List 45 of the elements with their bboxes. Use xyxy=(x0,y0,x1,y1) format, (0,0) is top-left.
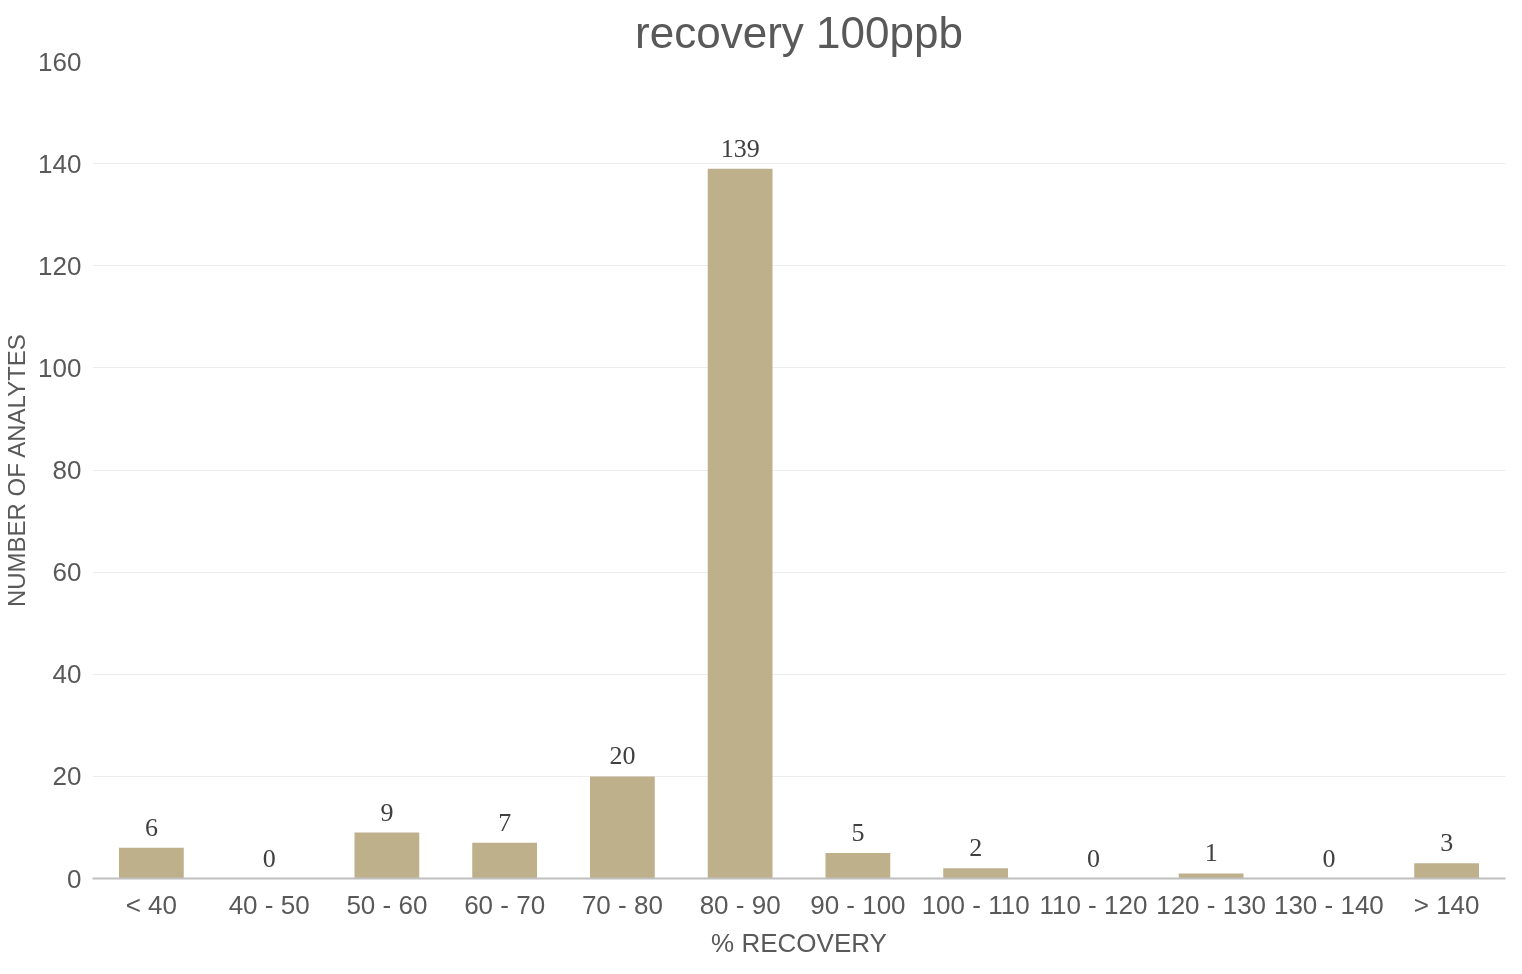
y-tick-label: 80 xyxy=(52,455,82,485)
x-axis-title: % RECOVERY xyxy=(711,927,887,958)
y-tick-label: 120 xyxy=(38,250,82,281)
y-tick-label: 160 xyxy=(38,46,82,77)
bar xyxy=(1414,863,1480,879)
bar xyxy=(825,852,891,879)
bar xyxy=(707,168,773,879)
x-tick-label: 110 - 120 xyxy=(1039,889,1148,920)
y-tick-label: 40 xyxy=(52,659,82,690)
data-label: 139 xyxy=(720,133,760,163)
x-tick-label: 120 - 130 xyxy=(1156,889,1267,920)
y-tick-label: 20 xyxy=(52,761,82,792)
bar xyxy=(118,847,184,879)
data-label: 9 xyxy=(380,797,394,827)
bar xyxy=(1178,873,1244,879)
x-tick-label: > 140 xyxy=(1413,889,1480,920)
x-tick-label: 60 - 70 xyxy=(464,889,546,920)
x-tick-label: 130 - 140 xyxy=(1273,889,1384,920)
x-tick-label: 50 - 60 xyxy=(346,889,428,920)
y-axis-title: NUMBER OF ANALYTES xyxy=(3,334,31,608)
data-label: 6 xyxy=(144,812,158,842)
x-tick-label: 80 - 90 xyxy=(699,889,781,920)
bar xyxy=(354,832,420,879)
data-label: 2 xyxy=(969,833,983,863)
y-tick-label: 100 xyxy=(38,352,82,383)
x-tick-label: 70 - 80 xyxy=(581,889,663,920)
data-label: 0 xyxy=(1322,843,1336,873)
x-tick-label: 90 - 100 xyxy=(810,889,906,920)
data-label: 20 xyxy=(609,741,636,771)
bar xyxy=(472,842,538,879)
data-label: 5 xyxy=(851,817,865,847)
chart-title: recovery 100ppb xyxy=(635,7,963,57)
data-label: 0 xyxy=(262,843,276,873)
data-label: 7 xyxy=(498,807,512,837)
data-label: 3 xyxy=(1440,828,1454,858)
x-tick-label: < 40 xyxy=(125,889,178,920)
y-tick-label: 0 xyxy=(67,863,82,894)
bar xyxy=(943,868,1009,879)
x-tick-label: 40 - 50 xyxy=(228,889,310,920)
bar xyxy=(589,776,655,879)
data-label: 1 xyxy=(1204,838,1218,868)
x-tick-label: 100 - 110 xyxy=(921,889,1030,920)
y-tick-label: 60 xyxy=(52,557,82,588)
y-tick-label: 140 xyxy=(38,148,82,179)
data-label: 0 xyxy=(1086,843,1100,873)
